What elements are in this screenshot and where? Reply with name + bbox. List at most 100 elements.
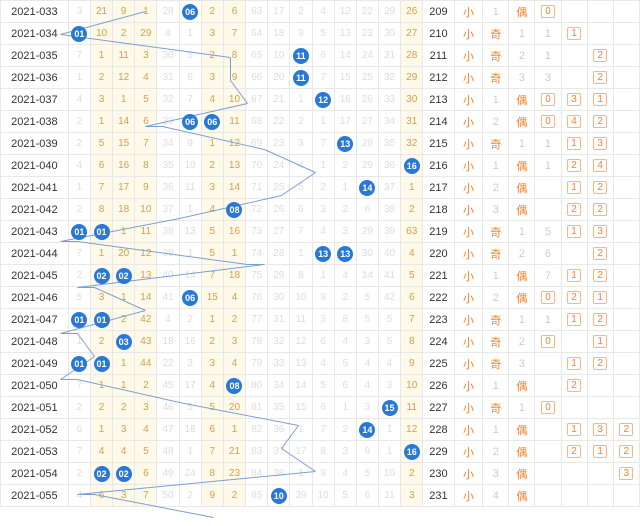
trend-cell: 30 xyxy=(401,89,423,111)
stat-e4 xyxy=(561,397,587,419)
stat-e3: 0 xyxy=(535,331,561,353)
trend-cell: 5 xyxy=(290,177,312,199)
stat-e2: 偶 xyxy=(509,155,535,177)
period: 2021-033 xyxy=(1,1,69,23)
trend-cell: 63 xyxy=(401,221,423,243)
trend-cell: 4 xyxy=(312,221,334,243)
ball: 10 xyxy=(271,488,287,504)
stat-e3: 0 xyxy=(535,89,561,111)
stat-e6: 2 xyxy=(613,441,639,463)
stat-e5: 3 xyxy=(587,133,613,155)
trend-cell: 45 xyxy=(157,375,179,397)
size-cn: 小 xyxy=(454,23,483,45)
stat-e4: 1 xyxy=(561,133,587,155)
seq: 211 xyxy=(423,45,454,67)
trend-cell: 9 xyxy=(201,485,223,507)
stat-e5: 2 xyxy=(587,67,613,89)
stat-e4: 1 xyxy=(561,177,587,199)
trend-cell: 3 xyxy=(68,1,90,23)
stat-e3 xyxy=(535,463,561,485)
trend-cell: 16 xyxy=(401,155,423,177)
stat-e1: 奇 xyxy=(483,23,509,45)
trend-cell: 2 xyxy=(334,419,356,441)
stat-e4 xyxy=(561,485,587,507)
period: 2021-050 xyxy=(1,375,69,397)
trend-cell: 1 xyxy=(290,243,312,265)
stat-e2: 1 xyxy=(509,133,535,155)
trend-cell: 31 xyxy=(378,45,400,67)
trend-cell: 4 xyxy=(378,353,400,375)
size-cn: 小 xyxy=(454,89,483,111)
trend-cell: 4 xyxy=(334,463,356,485)
trend-cell: 7 xyxy=(312,133,334,155)
stat-e6 xyxy=(613,353,639,375)
trend-cell: 66 xyxy=(246,67,268,89)
stat-e3 xyxy=(535,177,561,199)
trend-cell: 6 xyxy=(312,397,334,419)
trend-cell: 06 xyxy=(179,287,201,309)
trend-cell: 1 xyxy=(179,441,201,463)
trend-cell: 01 xyxy=(90,221,112,243)
trend-cell: 30 xyxy=(157,45,179,67)
trend-cell: 77 xyxy=(246,309,268,331)
period: 2021-049 xyxy=(1,353,69,375)
ball: 01 xyxy=(71,356,87,372)
seq: 231 xyxy=(423,485,454,507)
trend-cell: 4 xyxy=(356,353,378,375)
trend-cell: 25 xyxy=(268,177,290,199)
trend-cell: 5 xyxy=(356,309,378,331)
trend-cell: 6 xyxy=(90,155,112,177)
stat-e6 xyxy=(613,177,639,199)
seq: 219 xyxy=(423,221,454,243)
stat-e4 xyxy=(561,463,587,485)
trend-cell: 9 xyxy=(290,23,312,45)
trend-cell: 4 xyxy=(135,67,157,89)
size-cn: 小 xyxy=(454,111,483,133)
trend-cell: 02 xyxy=(113,265,135,287)
trend-cell: 2 xyxy=(334,155,356,177)
trend-cell: 5 xyxy=(90,133,112,155)
period: 2021-039 xyxy=(1,133,69,155)
seq: 215 xyxy=(423,133,454,155)
stat-e6 xyxy=(613,485,639,507)
seq: 226 xyxy=(423,375,454,397)
trend-cell: 74 xyxy=(246,243,268,265)
stat-e1: 奇 xyxy=(483,221,509,243)
ball: 01 xyxy=(94,312,110,328)
trend-cell: 01 xyxy=(90,309,112,331)
trend-cell: 01 xyxy=(90,353,112,375)
trend-cell: 5 xyxy=(312,23,334,45)
trend-cell: 26 xyxy=(268,199,290,221)
trend-cell: 01 xyxy=(68,23,90,45)
trend-cell: 13 xyxy=(334,133,356,155)
stat-e2: 1 xyxy=(509,397,535,419)
trend-cell: 81 xyxy=(246,397,268,419)
trend-cell: 43 xyxy=(135,331,157,353)
ball: 01 xyxy=(71,224,87,240)
stat-e4 xyxy=(561,67,587,89)
trend-cell: 11 xyxy=(290,309,312,331)
size-cn: 小 xyxy=(454,485,483,507)
size-cn: 小 xyxy=(454,331,483,353)
period: 2021-051 xyxy=(1,397,69,419)
trend-cell: 5 xyxy=(356,463,378,485)
trend-cell: 49 xyxy=(157,463,179,485)
stat-e3: 7 xyxy=(535,265,561,287)
stat-e1: 奇 xyxy=(483,353,509,375)
trend-cell: 38 xyxy=(378,199,400,221)
ball: 06 xyxy=(182,290,198,306)
trend-cell: 7 xyxy=(179,89,201,111)
trend-cell: 01 xyxy=(68,353,90,375)
size-cn: 小 xyxy=(454,133,483,155)
trend-cell: 2 xyxy=(113,309,135,331)
trend-cell: 11 xyxy=(135,221,157,243)
trend-cell: 79 xyxy=(246,353,268,375)
stat-e5: 1 xyxy=(587,287,613,309)
trend-cell: 50 xyxy=(157,485,179,507)
seq: 229 xyxy=(423,441,454,463)
trend-cell: 29 xyxy=(378,1,400,23)
trend-cell: 32 xyxy=(268,331,290,353)
trend-cell: 3 xyxy=(113,485,135,507)
ball: 14 xyxy=(359,422,375,438)
trend-cell: 10 xyxy=(135,199,157,221)
